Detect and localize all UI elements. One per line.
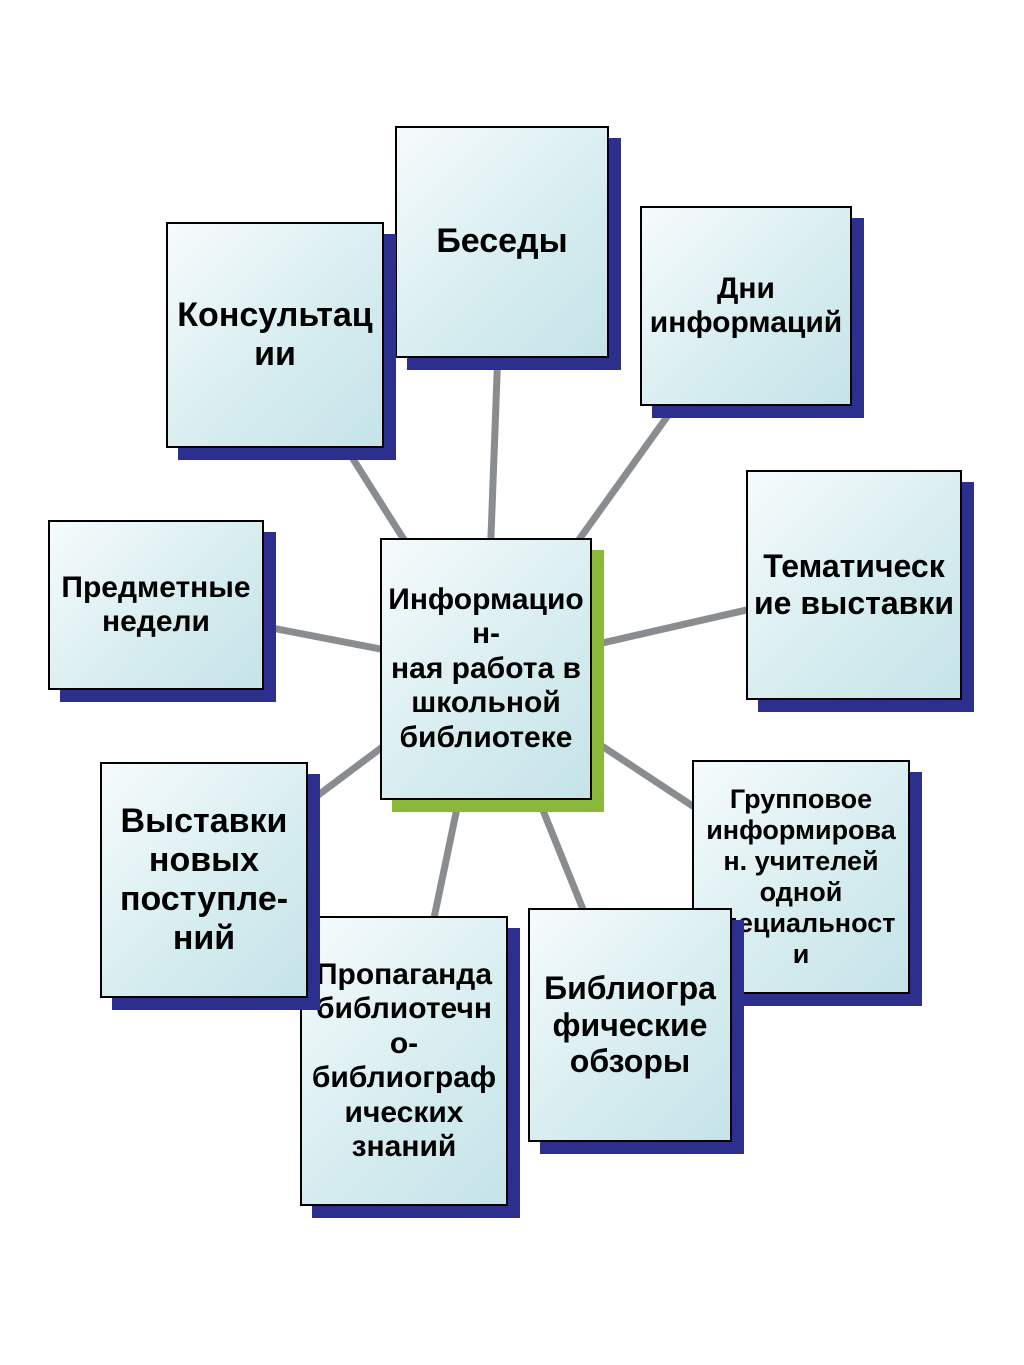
node-label: Пропаганда библиотечно-библиографических… bbox=[308, 958, 500, 1165]
node-label: Предметные недели bbox=[56, 571, 256, 640]
node-infodays: Дни информаций bbox=[640, 206, 852, 406]
node-biblioreview: Библиографические обзоры bbox=[528, 908, 732, 1142]
node-box: Библиографические обзоры bbox=[528, 908, 732, 1142]
node-talks: Беседы bbox=[395, 126, 609, 358]
node-newarrivals: Выставки новых поступле-ний bbox=[100, 762, 308, 998]
node-propaganda: Пропаганда библиотечно-библиографических… bbox=[300, 916, 508, 1206]
node-box: Консультации bbox=[166, 222, 384, 448]
diagram-canvas: Беседы Дни информаций Тематические выставк… bbox=[0, 0, 1024, 1365]
node-thematic: Тематические выставки bbox=[746, 470, 962, 700]
node-subjectweeks: Предметные недели bbox=[48, 520, 264, 690]
node-box: Выставки новых поступле-ний bbox=[100, 762, 308, 998]
node-box: Беседы bbox=[395, 126, 609, 358]
node-box: Пропаганда библиотечно-библиографических… bbox=[300, 916, 508, 1206]
node-label: Информацион-ная работа в школьной библио… bbox=[388, 583, 584, 756]
node-label: Дни информаций bbox=[648, 272, 844, 341]
node-label: Тематические выставки bbox=[754, 548, 954, 622]
node-box: Дни информаций bbox=[640, 206, 852, 406]
node-box: Предметные недели bbox=[48, 520, 264, 690]
node-center: Информацион-ная работа в школьной библио… bbox=[380, 538, 592, 800]
node-box: Информацион-ная работа в школьной библио… bbox=[380, 538, 592, 800]
node-label: Библиографические обзоры bbox=[536, 970, 724, 1080]
node-consult: Консультации bbox=[166, 222, 384, 448]
node-label: Выставки новых поступле-ний bbox=[108, 802, 300, 958]
node-label: Беседы bbox=[403, 222, 601, 261]
node-label: Консультации bbox=[174, 296, 376, 374]
node-box: Тематические выставки bbox=[746, 470, 962, 700]
